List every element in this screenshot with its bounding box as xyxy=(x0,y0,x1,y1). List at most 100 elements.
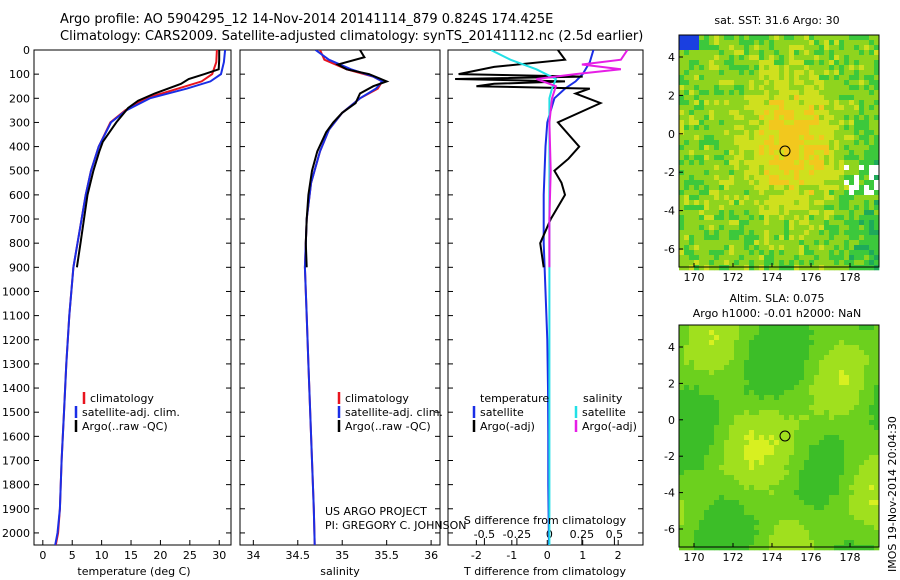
map-cell xyxy=(759,245,765,251)
map-cell xyxy=(744,390,750,396)
map-cell xyxy=(869,480,875,486)
map-cell xyxy=(704,520,710,526)
map-cell xyxy=(679,195,685,201)
map-cell xyxy=(854,255,860,261)
map-cell xyxy=(834,480,840,486)
map-cell xyxy=(699,130,705,136)
map-cell xyxy=(734,415,740,421)
map-cell xyxy=(684,110,690,116)
map-cell xyxy=(729,345,735,351)
map-cell xyxy=(849,400,855,406)
map-cell xyxy=(804,535,810,541)
map-cell xyxy=(809,525,815,531)
map-cell xyxy=(824,160,830,166)
map-cell xyxy=(814,150,820,156)
map-cell xyxy=(829,435,835,441)
map-cell xyxy=(729,535,735,541)
map-cell xyxy=(699,120,705,126)
map-cell xyxy=(784,245,790,251)
map-cell xyxy=(684,380,690,386)
map-cell xyxy=(869,200,875,206)
map-cell xyxy=(864,145,870,151)
map-cell xyxy=(819,485,825,491)
map-cell xyxy=(784,255,790,261)
map-cell xyxy=(724,160,730,166)
map-cell xyxy=(729,520,735,526)
map-cell xyxy=(839,60,845,66)
x-tick-label: 5 xyxy=(69,549,76,562)
map-cell xyxy=(864,480,870,486)
map-cell xyxy=(759,475,765,481)
map-cell xyxy=(859,85,865,91)
map-cell xyxy=(799,50,805,56)
map-cell xyxy=(729,175,735,181)
map-cell xyxy=(719,180,725,186)
map-cell xyxy=(749,395,755,401)
map-cell xyxy=(804,35,810,41)
map-cell xyxy=(854,210,860,216)
map-x-label: 174 xyxy=(762,551,783,564)
map-cell xyxy=(779,435,785,441)
map-cell xyxy=(694,350,700,356)
map-cell xyxy=(804,395,810,401)
map-cell xyxy=(754,195,760,201)
map-cell xyxy=(844,85,850,91)
map-cell xyxy=(714,425,720,431)
map-cell xyxy=(724,125,730,131)
map-cell xyxy=(764,385,770,391)
map-cell xyxy=(774,350,780,356)
map-cell xyxy=(839,530,845,536)
map-cell xyxy=(849,430,855,436)
map-cell xyxy=(764,35,770,41)
map-cell xyxy=(784,85,790,91)
map-cell xyxy=(724,230,730,236)
map-cell xyxy=(789,450,795,456)
map-cell xyxy=(774,215,780,221)
map-cell xyxy=(724,540,730,546)
map-cell xyxy=(799,90,805,96)
map-cell xyxy=(709,470,715,476)
map-cell xyxy=(834,525,840,531)
map-cell xyxy=(849,500,855,506)
map-cell xyxy=(834,325,840,331)
map-cell xyxy=(684,485,690,491)
map-cell xyxy=(854,195,860,201)
map-cell xyxy=(779,160,785,166)
map-cell xyxy=(859,400,865,406)
map-cell xyxy=(859,455,865,461)
x-tick-label: 34.5 xyxy=(286,549,311,562)
map-cell xyxy=(809,195,815,201)
map-cell xyxy=(864,530,870,536)
map-cell xyxy=(849,155,855,161)
map-cell xyxy=(744,330,750,336)
map-cell xyxy=(819,195,825,201)
map-cell xyxy=(784,200,790,206)
map-cell xyxy=(764,335,770,341)
map-cell xyxy=(834,145,840,151)
map-cell xyxy=(739,250,745,256)
map-cell xyxy=(694,210,700,216)
map-cell xyxy=(679,385,685,391)
map-cell xyxy=(774,205,780,211)
map-y-label: 0 xyxy=(668,128,675,141)
map-cell xyxy=(699,240,705,246)
map-cell xyxy=(819,40,825,46)
map-cell xyxy=(794,135,800,141)
map-cell xyxy=(694,205,700,211)
map-cell xyxy=(864,355,870,361)
map-cell xyxy=(864,425,870,431)
map-cell xyxy=(854,165,860,171)
map-cell xyxy=(729,365,735,371)
map-cell xyxy=(744,540,750,546)
map-cell xyxy=(694,200,700,206)
map-cell xyxy=(764,425,770,431)
map-cell xyxy=(794,240,800,246)
map-cell xyxy=(859,95,865,101)
map-cell xyxy=(714,375,720,381)
map-cell xyxy=(774,260,780,266)
map-cell xyxy=(759,415,765,421)
map-cell xyxy=(804,425,810,431)
map-cell xyxy=(804,50,810,56)
map-cell xyxy=(789,495,795,501)
map-cell xyxy=(819,140,825,146)
